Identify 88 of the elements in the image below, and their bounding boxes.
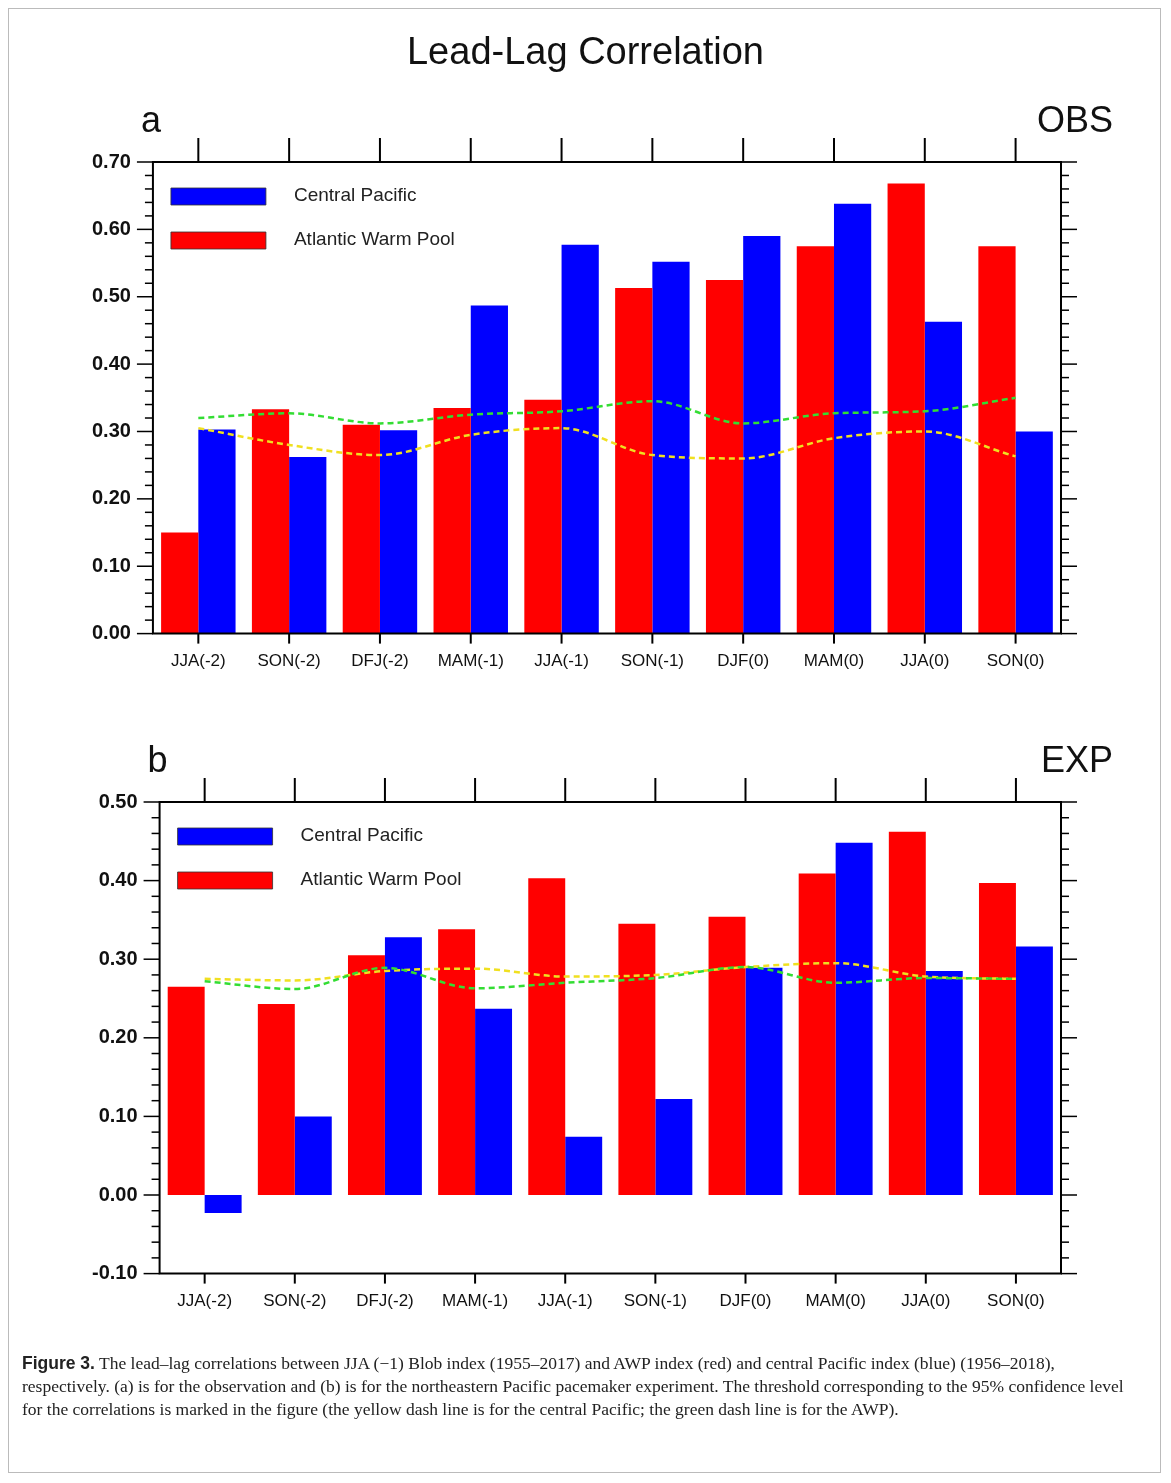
y-tick-label: 0.50 bbox=[98, 789, 138, 812]
y-tick-label: 0.20 bbox=[98, 1025, 138, 1048]
line-series bbox=[203, 961, 1018, 982]
legend-label: Central Pacific bbox=[293, 184, 417, 206]
bar bbox=[561, 244, 599, 634]
bar bbox=[565, 1136, 603, 1195]
y-tick-label: 0.00 bbox=[98, 1182, 138, 1205]
bar bbox=[524, 399, 562, 634]
y-tick-label: 0.30 bbox=[91, 419, 131, 441]
bar bbox=[379, 430, 418, 634]
bar bbox=[618, 923, 656, 1195]
chart-title: Lead-Lag Correlation bbox=[406, 30, 765, 73]
bar bbox=[798, 873, 836, 1195]
bar bbox=[342, 424, 380, 634]
y-tick-label: -0.10 bbox=[91, 1261, 138, 1284]
y-tick-label: 0.40 bbox=[98, 868, 138, 891]
x-tick-label: JJA(-1) bbox=[537, 1291, 593, 1311]
y-tick-label: 0.40 bbox=[91, 351, 131, 374]
y-tick-label: 0.30 bbox=[98, 946, 138, 969]
bar bbox=[1015, 431, 1053, 634]
bar bbox=[796, 246, 834, 634]
bar bbox=[433, 407, 471, 634]
y-tick-label: 0.70 bbox=[91, 149, 131, 172]
bar bbox=[978, 882, 1016, 1195]
bar bbox=[470, 305, 508, 634]
legend-label: Atlantic Warm Pool bbox=[293, 228, 455, 250]
bar bbox=[705, 279, 744, 634]
bar bbox=[438, 929, 476, 1195]
bar bbox=[925, 970, 963, 1195]
x-tick-label: SON(-1) bbox=[620, 651, 685, 671]
x-tick-label: DFJ(-2) bbox=[356, 1291, 414, 1311]
x-tick-label: MAM(0) bbox=[805, 1291, 866, 1311]
x-tick-label: SON(0) bbox=[987, 1291, 1045, 1311]
y-tick-label: 0.10 bbox=[91, 553, 131, 576]
bar bbox=[1015, 946, 1053, 1195]
bar bbox=[257, 1004, 295, 1195]
x-tick-label: MAM(0) bbox=[803, 651, 865, 671]
legend-label: Atlantic Warm Pool bbox=[300, 868, 462, 890]
text: EXP bbox=[1040, 739, 1113, 780]
bar bbox=[615, 287, 653, 634]
bar bbox=[347, 955, 385, 1195]
legend-label: Central Pacific bbox=[300, 824, 424, 846]
bar bbox=[251, 409, 290, 634]
bar bbox=[887, 183, 925, 634]
x-tick-label: SON(-2) bbox=[263, 1291, 327, 1311]
x-tick-label: JJA(-1) bbox=[534, 651, 589, 671]
bar bbox=[655, 1099, 693, 1195]
bar bbox=[708, 916, 746, 1195]
y-tick-label: 0.00 bbox=[91, 621, 131, 644]
text: a bbox=[140, 99, 162, 140]
x-tick-label: JJA(-2) bbox=[170, 651, 226, 671]
caption: Figure 3. bbox=[22, 1353, 95, 1373]
x-tick-label: JJA(-2) bbox=[177, 1291, 233, 1311]
bar bbox=[167, 986, 205, 1195]
line-series bbox=[197, 426, 1017, 460]
bar bbox=[198, 429, 236, 634]
bar bbox=[475, 1008, 513, 1195]
bar bbox=[743, 236, 781, 634]
bar bbox=[289, 457, 327, 634]
x-tick-label: SON(0) bbox=[986, 651, 1045, 671]
x-tick-label: SON(-1) bbox=[623, 1291, 687, 1311]
bar bbox=[294, 1116, 332, 1195]
x-tick-label: JJA(0) bbox=[901, 1291, 951, 1311]
bar bbox=[652, 261, 690, 634]
x-tick-label: MAM(-1) bbox=[437, 651, 504, 671]
bar bbox=[924, 321, 963, 634]
x-tick-label: MAM(-1) bbox=[442, 1291, 509, 1311]
bar bbox=[888, 831, 926, 1195]
x-tick-label: DJF(0) bbox=[717, 651, 770, 671]
y-tick-label: 0.20 bbox=[91, 486, 131, 509]
text: b bbox=[147, 739, 168, 780]
bar bbox=[978, 246, 1016, 634]
bar bbox=[833, 203, 872, 634]
x-tick-label: DFJ(-2) bbox=[351, 651, 409, 671]
bar bbox=[745, 967, 783, 1195]
bar bbox=[384, 937, 422, 1195]
line-series bbox=[197, 396, 1017, 425]
bar bbox=[835, 842, 873, 1195]
y-tick-label: 0.60 bbox=[91, 216, 131, 239]
y-tick-label: 0.50 bbox=[91, 284, 131, 307]
x-tick-label: JJA(0) bbox=[900, 651, 950, 671]
text: OBS bbox=[1036, 99, 1113, 140]
x-tick-label: SON(-2) bbox=[257, 651, 321, 671]
bar bbox=[528, 878, 566, 1195]
bar bbox=[204, 1195, 242, 1214]
x-tick-label: DJF(0) bbox=[719, 1291, 772, 1311]
y-tick-label: 0.10 bbox=[98, 1103, 138, 1126]
bar bbox=[161, 532, 199, 634]
